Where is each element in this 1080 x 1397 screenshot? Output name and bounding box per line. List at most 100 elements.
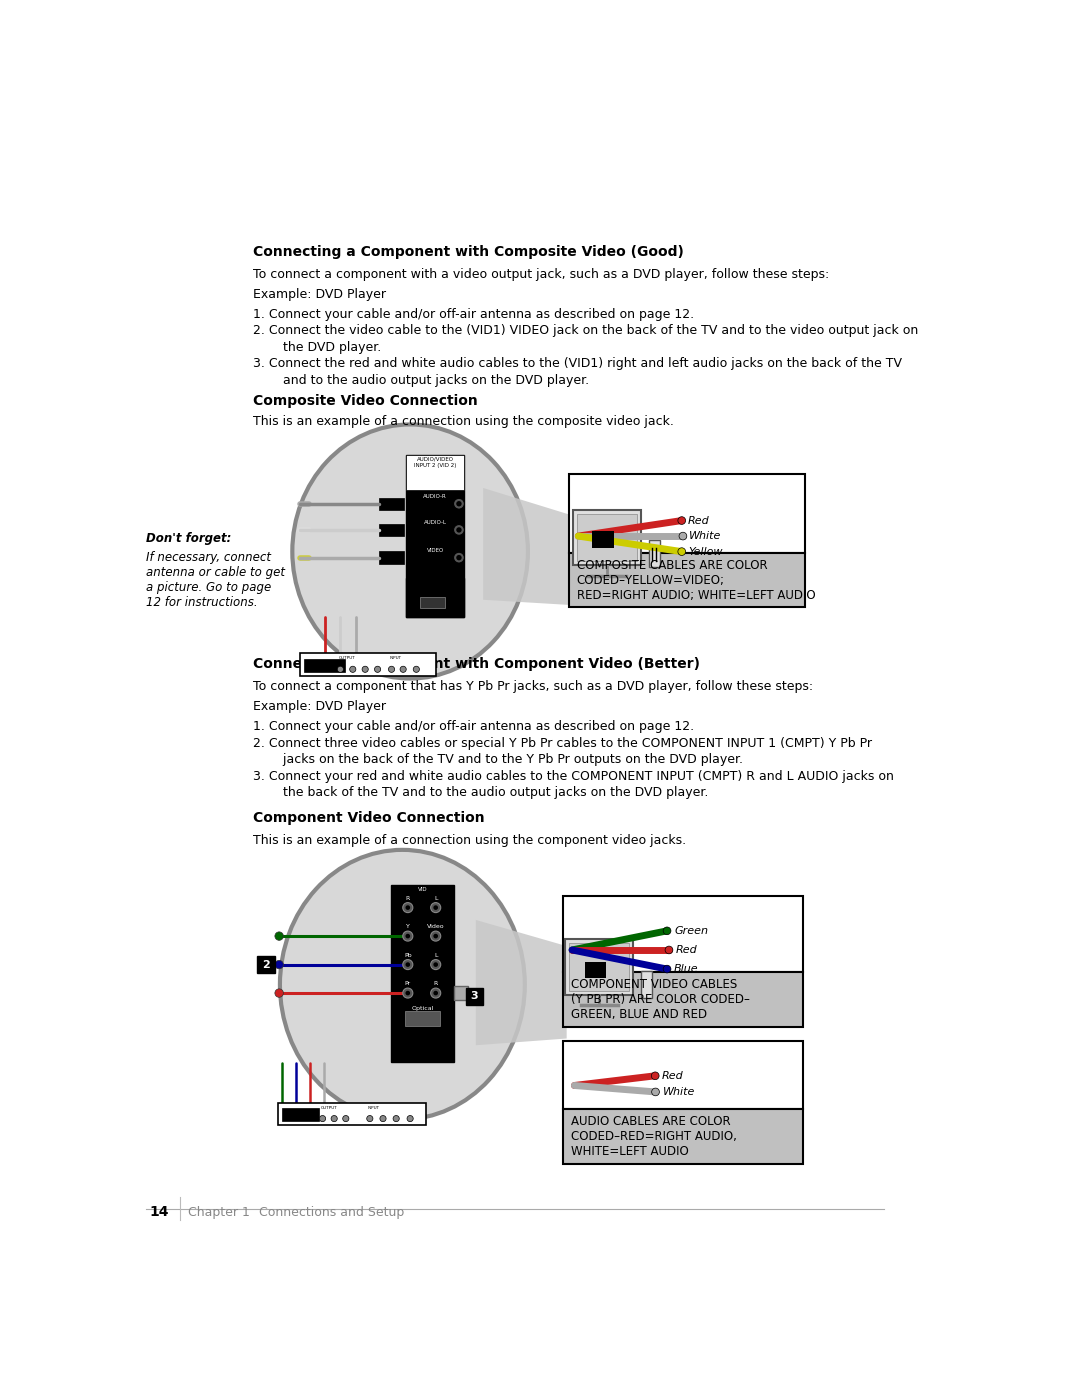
Text: Pb: Pb xyxy=(404,953,411,958)
Text: 1. Connect your cable and/or off-air antenna as described on page 12.: 1. Connect your cable and/or off-air ant… xyxy=(253,307,694,321)
Text: 3. Connect the red and white audio cables to the (VID1) right and left audio jac: 3. Connect the red and white audio cable… xyxy=(253,358,902,370)
Circle shape xyxy=(456,502,461,507)
Text: Connections and Setup: Connections and Setup xyxy=(259,1206,404,1218)
Bar xyxy=(569,943,630,990)
Bar xyxy=(420,597,445,608)
Text: R: R xyxy=(406,895,410,901)
Circle shape xyxy=(350,666,356,672)
Bar xyxy=(406,455,464,617)
Text: Example: DVD Player: Example: DVD Player xyxy=(253,288,386,300)
Bar xyxy=(577,514,637,562)
Circle shape xyxy=(403,960,413,970)
Circle shape xyxy=(433,963,438,967)
Circle shape xyxy=(380,1116,387,1122)
Text: and to the audio output jacks on the DVD player.: and to the audio output jacks on the DVD… xyxy=(267,374,589,387)
Circle shape xyxy=(362,666,368,672)
Text: AUDIO-L: AUDIO-L xyxy=(423,520,447,525)
Circle shape xyxy=(367,1116,373,1122)
Circle shape xyxy=(405,990,410,996)
Text: Red: Red xyxy=(688,515,710,525)
Text: White: White xyxy=(662,1087,694,1097)
Text: Example: DVD Player: Example: DVD Player xyxy=(253,700,386,712)
Bar xyxy=(405,1011,440,1027)
Circle shape xyxy=(456,527,461,532)
Text: jacks on the back of the TV and to the Y Pb Pr outputs on the DVD player.: jacks on the back of the TV and to the Y… xyxy=(267,753,743,766)
Circle shape xyxy=(651,1088,660,1095)
Text: 3. Connect your red and white audio cables to the COMPONENT INPUT (CMPT) R and L: 3. Connect your red and white audio cabl… xyxy=(253,770,893,782)
Text: Pr: Pr xyxy=(405,981,410,986)
Circle shape xyxy=(337,666,343,672)
Circle shape xyxy=(393,1116,400,1122)
Bar xyxy=(569,475,806,553)
Circle shape xyxy=(678,517,686,524)
Circle shape xyxy=(679,532,687,539)
Bar xyxy=(379,497,404,510)
Circle shape xyxy=(275,960,283,970)
Ellipse shape xyxy=(280,849,525,1119)
Text: INPUT: INPUT xyxy=(389,657,402,661)
Circle shape xyxy=(431,902,441,912)
Text: Connecting a Component with Component Video (Better): Connecting a Component with Component Vi… xyxy=(253,657,700,671)
Text: AUDIO-R: AUDIO-R xyxy=(423,495,447,499)
Circle shape xyxy=(431,930,441,942)
Circle shape xyxy=(332,1116,337,1122)
Circle shape xyxy=(275,989,283,997)
Text: Red: Red xyxy=(662,1071,684,1081)
Text: 1. Connect your cable and/or off-air antenna as described on page 12.: 1. Connect your cable and/or off-air ant… xyxy=(253,719,694,733)
Bar xyxy=(300,654,435,676)
Text: This is an example of a connection using the composite video jack.: This is an example of a connection using… xyxy=(253,415,674,429)
Circle shape xyxy=(320,1116,326,1122)
Bar xyxy=(406,455,464,490)
Circle shape xyxy=(375,666,380,672)
Text: Connecting a Component with Composite Video (Good): Connecting a Component with Composite Vi… xyxy=(253,244,684,258)
Text: the back of the TV and to the audio output jacks on the DVD player.: the back of the TV and to the audio outp… xyxy=(267,787,708,799)
Bar xyxy=(649,539,660,567)
Circle shape xyxy=(433,990,438,996)
Text: 3: 3 xyxy=(471,990,478,1002)
Text: AUDIO CABLES ARE COLOR
CODED–RED=RIGHT AUDIO,
WHITE=LEFT AUDIO: AUDIO CABLES ARE COLOR CODED–RED=RIGHT A… xyxy=(570,1115,737,1158)
Text: This is an example of a connection using the component video jacks.: This is an example of a connection using… xyxy=(253,834,686,847)
Text: White: White xyxy=(689,531,721,541)
Bar xyxy=(279,1104,426,1125)
Text: 2. Connect three video cables or special Y Pb Pr cables to the COMPONENT INPUT 1: 2. Connect three video cables or special… xyxy=(253,736,872,750)
Text: OUTPUT: OUTPUT xyxy=(339,657,355,661)
Circle shape xyxy=(407,1116,414,1122)
Text: AUDIO/VIDEO
INPUT 2 (VID 2): AUDIO/VIDEO INPUT 2 (VID 2) xyxy=(414,457,457,468)
Text: Green: Green xyxy=(674,926,708,936)
Bar xyxy=(455,986,469,1000)
Circle shape xyxy=(454,499,464,509)
Bar xyxy=(592,531,613,548)
Text: L: L xyxy=(434,895,437,901)
Text: COMPOSITE CABLES ARE COLOR
CODED–YELLOW=VIDEO;
RED=RIGHT AUDIO; WHITE=LEFT AUDIO: COMPOSITE CABLES ARE COLOR CODED–YELLOW=… xyxy=(577,559,815,602)
Text: Y: Y xyxy=(406,925,409,929)
Circle shape xyxy=(405,933,410,939)
Bar xyxy=(572,510,642,566)
Text: Don't forget:: Don't forget: xyxy=(146,532,231,545)
Circle shape xyxy=(414,666,419,672)
Ellipse shape xyxy=(280,849,525,1119)
Bar xyxy=(465,988,483,1004)
Circle shape xyxy=(651,1071,659,1080)
Circle shape xyxy=(403,988,413,997)
Text: VIDEO: VIDEO xyxy=(427,548,444,553)
Bar xyxy=(565,939,633,995)
Circle shape xyxy=(665,946,673,954)
Bar xyxy=(563,971,804,1027)
Bar xyxy=(303,658,345,672)
Circle shape xyxy=(454,524,464,535)
Bar xyxy=(379,552,404,564)
Text: OUTPUT: OUTPUT xyxy=(321,1106,338,1111)
Circle shape xyxy=(431,988,441,997)
Circle shape xyxy=(456,555,461,560)
Text: Blue: Blue xyxy=(674,964,699,974)
Text: Optical: Optical xyxy=(411,1006,434,1011)
Text: the DVD player.: the DVD player. xyxy=(267,341,381,353)
Bar xyxy=(563,1041,804,1109)
Text: R: R xyxy=(433,981,437,986)
Bar xyxy=(406,578,464,617)
Circle shape xyxy=(389,666,394,672)
Text: Component Video Connection: Component Video Connection xyxy=(253,810,485,824)
Circle shape xyxy=(403,930,413,942)
Text: INPUT: INPUT xyxy=(367,1106,380,1111)
Text: L: L xyxy=(434,953,437,958)
